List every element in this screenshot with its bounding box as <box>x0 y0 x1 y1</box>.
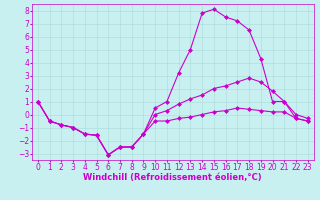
X-axis label: Windchill (Refroidissement éolien,°C): Windchill (Refroidissement éolien,°C) <box>84 173 262 182</box>
